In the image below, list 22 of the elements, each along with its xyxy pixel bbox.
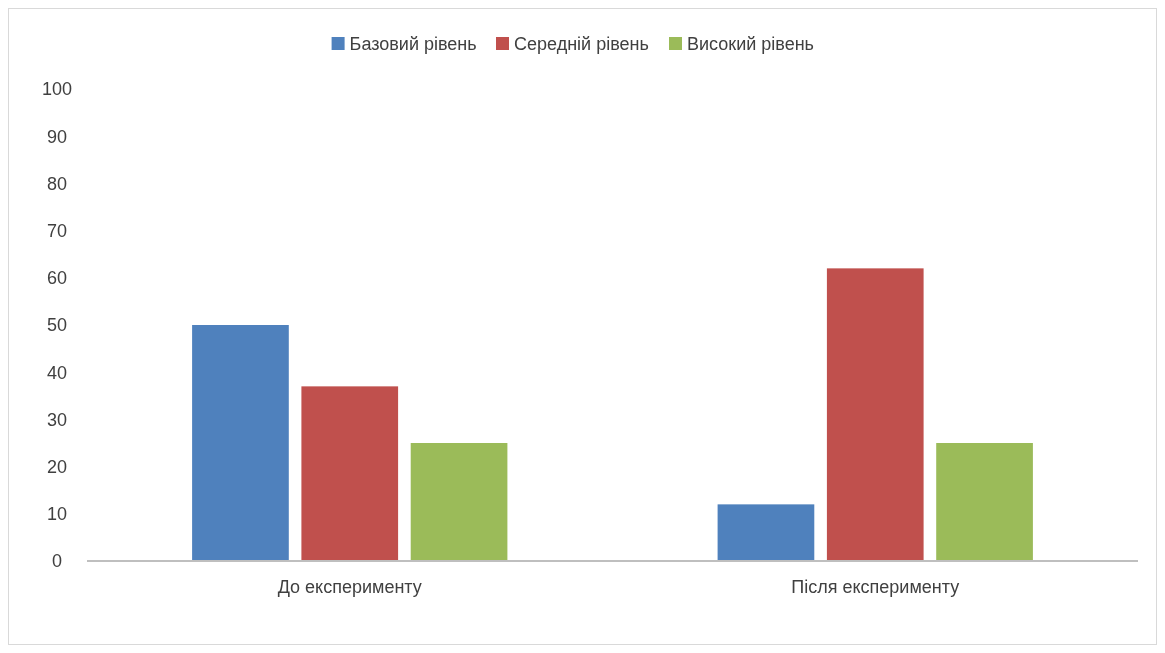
x-tick-label: Після експерименту <box>791 577 960 597</box>
y-tick-label: 70 <box>46 220 68 241</box>
y-tick-label: 10 <box>46 504 68 525</box>
y-tick-label: 100 <box>41 79 73 100</box>
bar <box>301 386 399 561</box>
bar <box>410 443 508 561</box>
y-tick-label: 60 <box>46 268 68 289</box>
bar <box>826 268 924 561</box>
y-tick-label: 20 <box>46 456 68 477</box>
y-tick-label: 40 <box>46 362 68 383</box>
y-tick-label: 80 <box>46 173 68 194</box>
legend-label: Базовий рівень <box>349 34 477 55</box>
legend-label: Високий рівень <box>687 34 814 55</box>
bar <box>936 443 1033 561</box>
y-tick-label: 0 <box>51 551 63 572</box>
bar <box>192 325 289 561</box>
x-tick-label: До експерименту <box>277 577 422 597</box>
y-tick-label: 50 <box>46 315 68 336</box>
bar <box>717 504 815 561</box>
y-tick-label: 90 <box>46 126 68 147</box>
legend-label: Середній рівень <box>514 34 649 55</box>
y-tick-label: 30 <box>46 409 68 430</box>
